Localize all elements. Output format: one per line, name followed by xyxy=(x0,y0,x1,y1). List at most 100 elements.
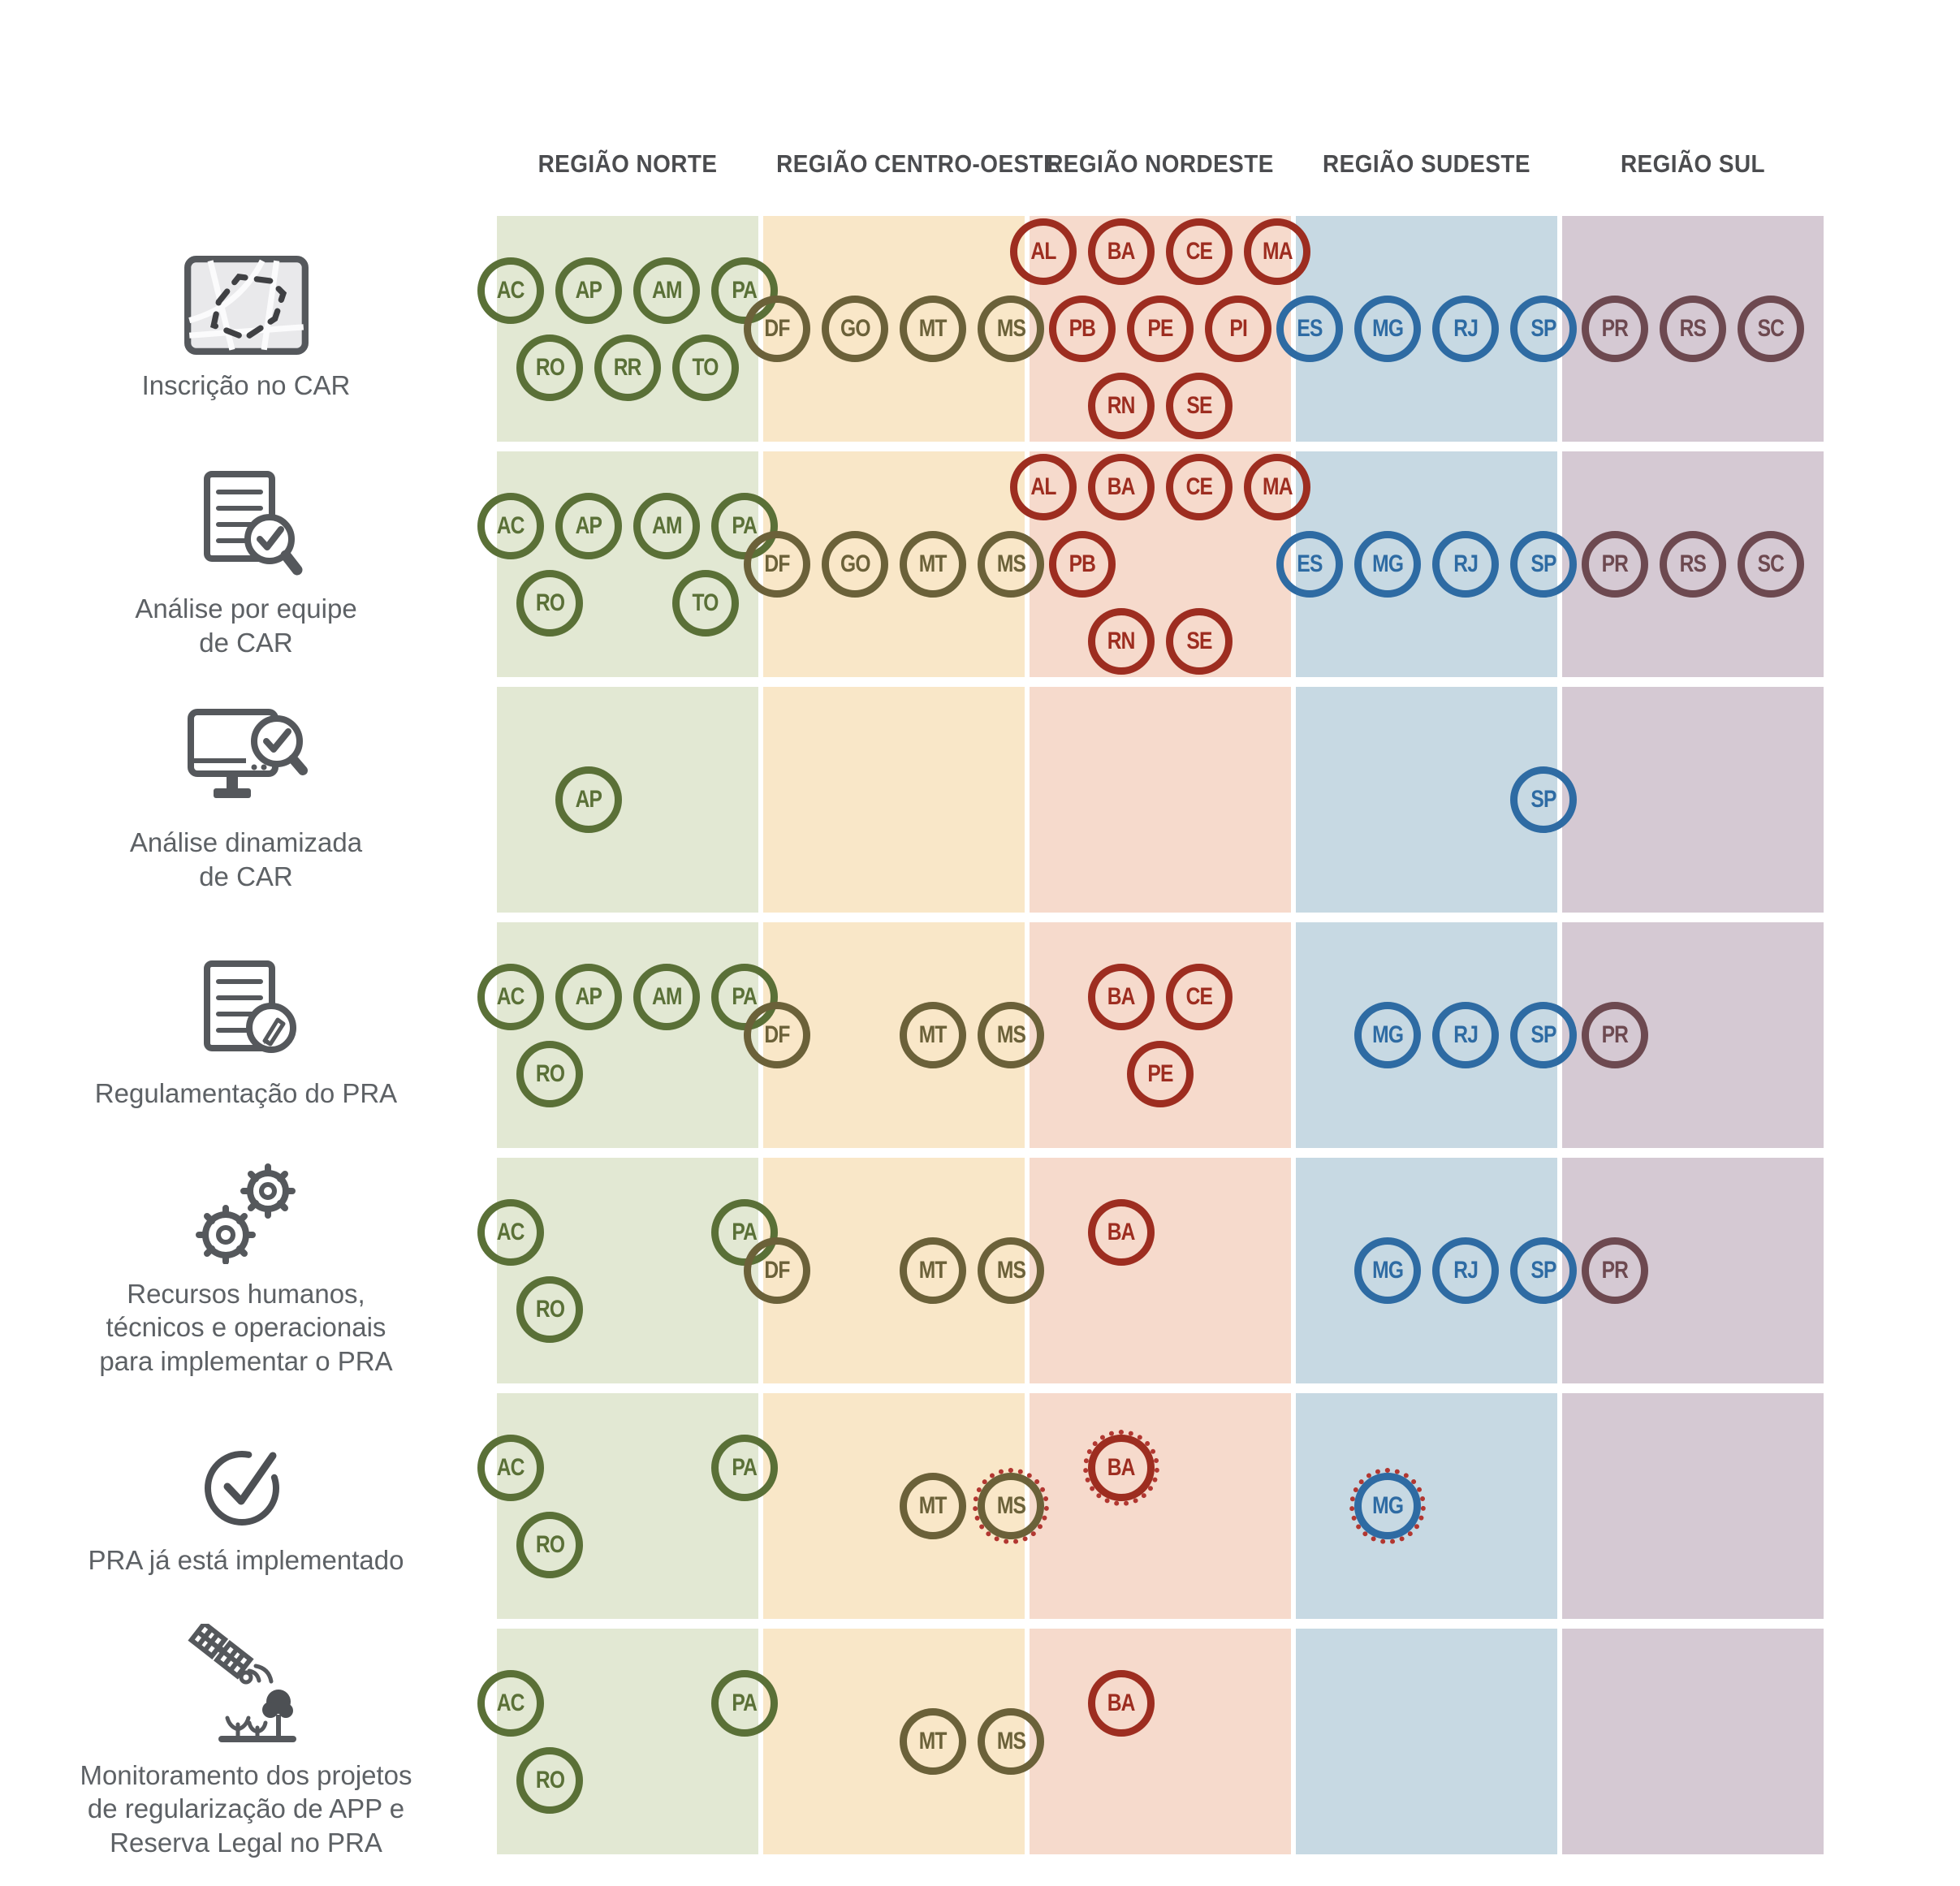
cell-monitoramento-pra-nordeste: BA xyxy=(1030,1629,1291,1854)
cell-recursos-pra-nordeste: BA xyxy=(1030,1158,1291,1383)
state-badge-ap: AP xyxy=(555,492,622,559)
state-badge-pe: PE xyxy=(1127,1040,1194,1107)
state-badge-ro: RO xyxy=(516,334,583,401)
badge-line: PR xyxy=(1582,1237,1804,1304)
cell-pra-implementado-norte: AC PA RO xyxy=(477,1393,778,1619)
row-label-text: Análise por equipe de CAR xyxy=(135,593,357,658)
cell-analise-dinamizada-car-sudeste: SP xyxy=(1296,687,1577,913)
cell-analise-dinamizada-car-centro_oeste xyxy=(763,687,1025,913)
state-badge-df: DF xyxy=(744,1237,810,1304)
state-badge-ms: MS xyxy=(978,1002,1044,1068)
cell-inscricao-car-norte: AC AP AM PA RO RR TO xyxy=(477,216,778,442)
state-badge-rj: RJ xyxy=(1432,296,1499,362)
cell-regulamentacao-pra-sudeste: MG RJ SP xyxy=(1296,922,1577,1148)
state-badge-se: SE xyxy=(1166,608,1233,675)
badge-line: PB PE PI xyxy=(1049,296,1271,362)
cell-pra-implementado-sudeste: MG xyxy=(1296,1393,1557,1619)
state-badge-rj: RJ xyxy=(1432,531,1499,598)
cell-regulamentacao-pra-norte: AC AP AM PA RO xyxy=(477,922,778,1148)
gears-icon xyxy=(190,1163,302,1264)
state-badge-ba: BA xyxy=(1088,1198,1155,1266)
cell-recursos-pra-sudeste: MG RJ SP xyxy=(1296,1158,1577,1383)
column-header-norte: REGIÃO NORTE xyxy=(537,149,718,178)
badge-line: BA CE xyxy=(1010,963,1310,1030)
state-badge-mt: MT xyxy=(900,296,966,362)
satellite-monitoring-icon xyxy=(179,1623,313,1746)
document-search-icon xyxy=(185,469,307,579)
state-badge-rj: RJ xyxy=(1432,1002,1499,1068)
state-badge-sc: SC xyxy=(1738,296,1804,362)
badge-line: MG xyxy=(1276,1468,1577,1544)
state-badge-sc: SC xyxy=(1738,531,1804,598)
state-badge-ce: CE xyxy=(1166,218,1233,285)
state-badge-pb: PB xyxy=(1049,531,1116,598)
cell-pra-implementado-sul xyxy=(1562,1393,1824,1619)
column-header-centro-oeste: REGIÃO CENTRO-OESTE xyxy=(776,149,1060,178)
state-badge-go: GO xyxy=(822,296,888,362)
column-header-sul: REGIÃO SUL xyxy=(1620,149,1766,178)
state-badge-ro: RO xyxy=(516,569,583,637)
badge-line: DF MT MS xyxy=(744,1002,1044,1068)
state-badge-es: ES xyxy=(1276,531,1343,598)
row-label-analise-dinamizada-car: Análise dinamizada de CAR xyxy=(0,687,492,913)
state-badge-df: DF xyxy=(744,531,810,598)
cell-analise-equipe-car-norte: AC AP AM PA RO TO xyxy=(477,451,778,677)
cell-inscricao-car-sudeste: ES MG RJ SP xyxy=(1276,216,1577,442)
badge-line: PB xyxy=(1049,531,1271,598)
state-badge-df: DF xyxy=(744,1002,810,1068)
state-badge-am: AM xyxy=(633,257,700,324)
cell-regulamentacao-pra-sul: PR xyxy=(1562,922,1824,1148)
state-badge-pr: PR xyxy=(1582,531,1648,598)
cell-analise-equipe-car-sudeste: ES MG RJ SP xyxy=(1276,451,1577,677)
cell-regulamentacao-pra-nordeste: BA CE PE xyxy=(1030,922,1291,1148)
state-badge-sp: SP xyxy=(1510,1002,1577,1068)
corner-spacer xyxy=(0,122,492,206)
state-badge-mg: MG xyxy=(1354,1237,1421,1304)
badge-line: PR RS SC xyxy=(1582,296,1804,362)
state-badge-al: AL xyxy=(1010,218,1077,285)
cell-recursos-pra-norte: AC PA RO xyxy=(477,1158,778,1383)
state-badge-ap: AP xyxy=(555,766,622,833)
monitor-search-icon xyxy=(184,706,308,813)
state-badge-ms: MS xyxy=(978,1237,1044,1304)
badge-line: RN SE xyxy=(1088,373,1233,439)
cell-monitoramento-pra-sudeste xyxy=(1296,1629,1557,1854)
badge-line: MG RJ SP xyxy=(1276,1002,1577,1068)
state-badge-mt: MT xyxy=(900,1708,966,1775)
badge-line: DF MT MS xyxy=(744,1237,1044,1304)
state-badge-ro: RO xyxy=(516,1040,583,1107)
matrix-board: REGIÃO NORTE REGIÃO CENTRO-OESTE REGIÃO … xyxy=(0,122,1824,1858)
state-badge-ba: BA xyxy=(1088,454,1155,520)
badge-line: BA xyxy=(1010,1669,1310,1737)
state-badge-pe: PE xyxy=(1127,296,1194,362)
badge-line: RN SE xyxy=(1088,608,1233,675)
cell-pra-implementado-centro_oeste: MT MS xyxy=(763,1393,1049,1619)
state-badge-ce: CE xyxy=(1166,454,1233,520)
state-badge-to: TO xyxy=(672,569,739,637)
document-edit-icon xyxy=(187,960,305,1064)
column-header-sudeste: REGIÃO SUDESTE xyxy=(1323,149,1530,178)
badge-line: PR xyxy=(1582,1002,1804,1068)
state-badge-sp: SP xyxy=(1510,1237,1577,1304)
cell-inscricao-car-centro_oeste: DF GO MT MS xyxy=(744,216,1044,442)
state-badge-rr: RR xyxy=(594,334,661,401)
state-badge-mg: MG xyxy=(1349,1468,1426,1544)
badge-line: ES MG RJ SP xyxy=(1276,531,1577,598)
state-badge-es: ES xyxy=(1276,296,1343,362)
state-badge-df: DF xyxy=(744,296,810,362)
state-badge-pi: PI xyxy=(1205,296,1271,362)
state-badge-go: GO xyxy=(822,531,888,598)
badge-line: PE xyxy=(1049,1040,1271,1107)
state-badge-rj: RJ xyxy=(1432,1237,1499,1304)
cell-monitoramento-pra-centro_oeste: MT MS xyxy=(763,1629,1044,1854)
check-circle-icon xyxy=(195,1435,297,1530)
cell-analise-dinamizada-car-norte: AP xyxy=(497,687,758,913)
state-badge-se: SE xyxy=(1166,373,1233,439)
state-badge-mt: MT xyxy=(900,1237,966,1304)
state-badge-rs: RS xyxy=(1660,531,1726,598)
state-badge-sp: SP xyxy=(1510,531,1577,598)
state-badge-ba: BA xyxy=(1083,1429,1159,1506)
badge-line: AL BA CE MA xyxy=(1010,218,1310,285)
state-badge-pa: PA xyxy=(711,1669,778,1737)
state-badge-ap: AP xyxy=(555,257,622,324)
